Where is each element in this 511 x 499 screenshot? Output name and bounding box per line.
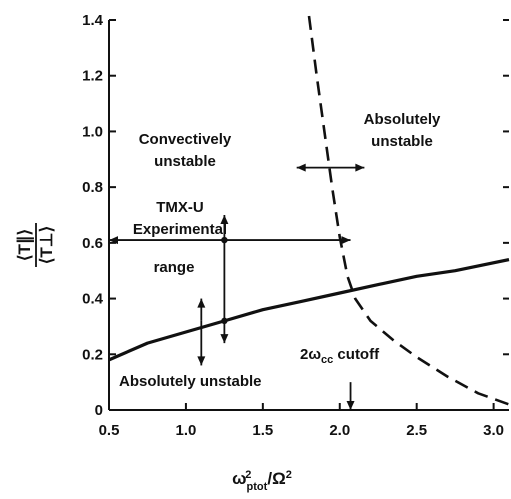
annotation-arrows [109,163,365,410]
convectively-label-line2: unstable [154,153,216,170]
x-tick-label: 1.0 [175,422,196,439]
x-label-sub: ptot [247,481,268,493]
dashed-curve [307,15,510,406]
x-label-sup: 2 [245,469,251,481]
boundary-arrow-left-head [296,163,306,172]
cutoff-label: 2ωcc cutoff [300,346,380,366]
y-tick-label: 0.6 [82,235,103,252]
y-axis-label: ⟨T∥⟩ ⟨T⊥⟩ [15,223,56,267]
left-arrow-down-head [197,356,206,366]
x-tick-label: 0.5 [99,422,120,439]
y-tick-label: 0 [95,402,103,419]
tmx-label-line1: TMX-U [156,199,204,216]
absolutely-upper-label-line2: unstable [371,133,433,150]
cutoff-arrow-head [346,401,355,410]
absolutely-lower-label: Absolutely unstable [119,373,262,390]
y-tick-label: 1.4 [82,12,104,29]
y-tick-label: 0.8 [82,179,103,196]
tmx-label-line2: Experimental [133,221,227,238]
axes: 0.5 1.0 1.5 2.0 2.5 3.0 0 0.2 0.4 0.6 0.8 1.0 1.2 1.4 [82,12,509,439]
x-label-sup2: 2 [286,469,292,481]
y-tick-label: 0.2 [82,346,103,363]
y-tick-label: 1.0 [82,123,103,140]
cutoff-sub: cc [321,354,333,366]
x-tick-label: 3.0 [483,422,504,439]
vertical-arrow-down-head [220,334,229,344]
cutoff-omega: 2ω [300,346,321,363]
y-label-numerator: ⟨T∥⟩ [15,229,34,261]
y-tick-label: 1.2 [82,68,103,85]
y-label-denominator: ⟨T⊥⟩ [37,226,56,264]
y-tick-label: 0.4 [82,291,104,308]
convectively-label-line1: Convectively [139,131,232,148]
range-arrow-left-head [109,236,118,245]
boundary-arrow-right-head [355,163,365,172]
x-tick-label: 1.5 [252,422,273,439]
annotations: Convectively unstable Absolutely unstabl… [119,111,441,493]
absolutely-upper-label-line1: Absolutely [364,111,441,128]
left-arrow-up-head [197,298,206,308]
range-center-dot [221,236,228,244]
x-label-slash: /Ω [267,469,285,488]
x-axis-label: ωptot2/Ω2 [232,469,292,493]
vertical-arrow-up-head [220,215,229,224]
tmx-label-line3: range [154,259,195,276]
range-arrow-right-head [341,236,351,245]
solid-curve [108,258,510,362]
curve-intersection-dot [221,317,228,325]
x-tick-label: 2.5 [406,422,427,439]
x-label-base: ω [232,469,246,488]
x-tick-label: 2.0 [329,422,350,439]
cutoff-word: cutoff [333,346,380,363]
series-layer [108,15,510,406]
